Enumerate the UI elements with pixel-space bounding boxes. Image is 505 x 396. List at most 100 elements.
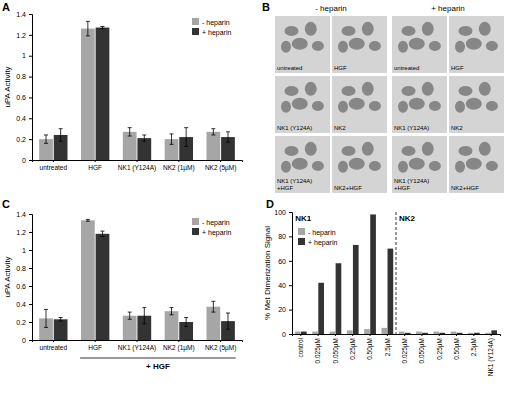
error-bar [142,135,146,141]
tick-mark [29,118,32,119]
image-caption: NK2+HGF [334,185,362,191]
micrograph [332,16,387,73]
y-tick: 60 [278,258,292,265]
bar [433,332,439,334]
cell [349,98,365,110]
y-tick: 0.6 [16,94,32,101]
error-bar [142,308,146,324]
y-axis: 00.20.40.60.811.21.4 [16,211,32,344]
micrograph [332,136,387,193]
cell [455,161,465,173]
micrograph [332,76,387,133]
error-line [129,312,130,319]
x-tick: NK1 (Y124A) [487,334,495,376]
error-cap [44,143,48,144]
panel-2: D020406080100control0.025µM0.050µM0.25µM… [263,198,501,376]
panel-letter: B [262,1,270,13]
tick-mark [29,322,32,323]
tick-label: control [297,337,304,357]
bar [451,332,457,334]
tick-label: 0 [282,331,286,338]
tick-mark [289,285,292,286]
bar [123,316,137,340]
error-line [213,301,214,312]
tick-label: 0.2 [16,136,26,143]
error-bar [226,313,230,329]
tick-mark [53,340,54,342]
axis-line [289,213,293,335]
error-bar [86,219,90,221]
cell [402,146,416,156]
tick-mark [473,334,474,336]
tick-label: 1.4 [16,211,26,218]
error-bar [170,134,174,144]
tick-mark [456,334,457,336]
error-line [213,129,214,135]
plot-area [39,219,235,340]
tick-mark [29,160,32,161]
cell [422,22,434,36]
error-bar [128,128,132,136]
error-line [60,318,61,322]
tick-mark [29,268,32,269]
error-cap [100,28,104,29]
tick-mark [53,160,54,162]
tick-mark [352,334,353,336]
error-cap [86,35,90,36]
error-line [129,128,130,136]
error-cap [226,142,230,143]
bar [388,249,394,334]
x-tick: 0.25µM [349,334,357,360]
figure: A00.20.40.60.811.21.4untreatedHGFNK1 (Y1… [0,0,505,396]
y-tick: 1 [22,52,32,59]
error-line [46,135,47,143]
micrograph [275,16,330,73]
tick-mark [29,340,32,341]
cell [285,26,299,36]
tick-label: 1.2 [16,32,26,39]
cell [362,22,374,36]
error-cap [59,128,63,129]
cell [281,161,291,173]
bar [81,29,95,160]
tick-label: NK1 (Y124A) [118,344,156,352]
tick-mark [178,340,179,342]
cell [398,101,408,113]
error-cap [211,134,215,135]
tick-label: 0.50µM [453,338,461,360]
bar [399,332,405,334]
annotation: NK1 [295,214,312,223]
axis-line [29,15,33,161]
cell [422,142,434,156]
legend-label: - heparin [202,219,230,227]
tick-label: 0.4 [16,301,26,308]
image-caption: untreated [277,65,302,71]
cell [342,86,356,96]
legend-swatch [192,28,199,35]
tick-label: 0 [22,337,26,344]
error-cap [59,321,63,322]
tick-label: 0.8 [16,73,26,80]
tick-mark [289,236,292,237]
tick-label: 20 [278,306,286,313]
panel-letter: C [2,198,10,210]
x-tick: control [297,334,304,358]
micrograph [275,136,330,193]
y-axis: 020406080100 [274,209,292,338]
tick-mark [29,56,32,57]
error-cap [170,307,174,308]
legend-swatch [192,228,199,235]
axis-line [33,161,243,163]
panel-0: A00.20.40.60.811.21.4untreatedHGFNK1 (Y1… [2,1,243,172]
tick-label: NK2 (1µM) [163,344,195,352]
cell [281,41,291,53]
image-caption: untreated [394,65,419,71]
cell [342,146,356,156]
error-bar [86,21,90,36]
cell [338,101,348,113]
legend-label: + heparin [202,229,231,237]
legend-label: - heparin [202,19,230,27]
cell [402,26,416,36]
error-bar [170,308,174,315]
bar [405,333,411,334]
